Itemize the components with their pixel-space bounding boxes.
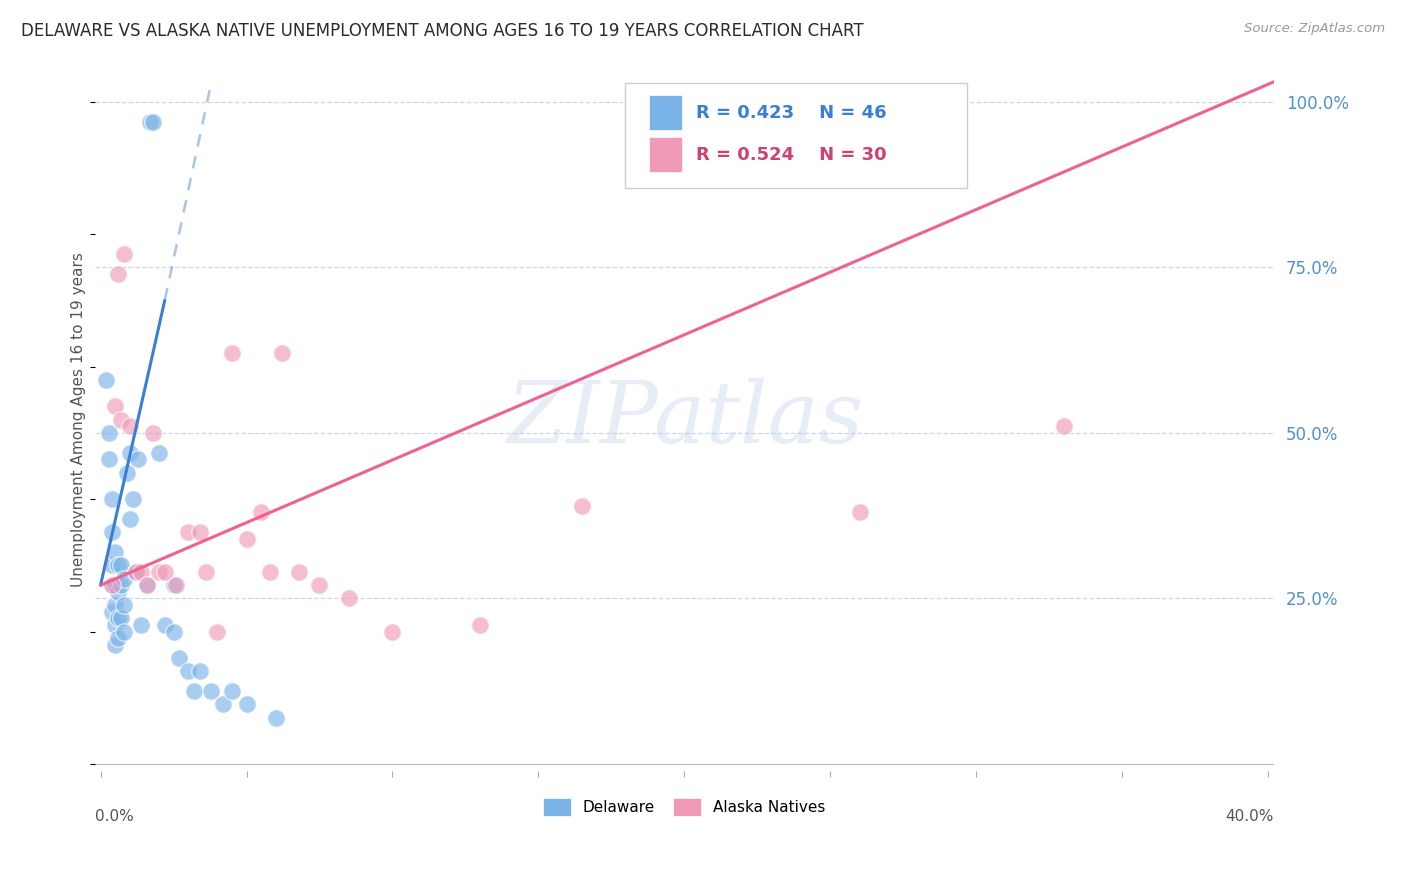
Point [101,492,124,507]
Text: ZIPatlas: ZIPatlas [506,378,863,461]
Point [270,346,292,360]
Point [110,412,132,426]
Point [848,505,870,519]
Y-axis label: Unemployment Among Ages 16 to 19 years: Unemployment Among Ages 16 to 19 years [72,252,86,587]
Point [1053,419,1076,434]
Point [101,605,124,619]
Point [153,618,176,632]
Point [165,578,187,592]
Point [169,651,191,665]
Point [118,419,141,434]
Point [177,525,200,540]
Point [121,492,143,507]
Point [288,565,311,579]
Point [212,698,235,712]
Point [128,452,150,467]
Point [112,598,135,612]
Point [98,425,121,440]
Point [250,505,273,519]
Point [235,698,257,712]
Point [107,585,129,599]
Text: 0.0%: 0.0% [94,809,134,824]
Point [221,346,243,360]
Point [188,525,211,540]
Point [148,446,170,460]
Point [337,591,360,606]
Point [101,525,124,540]
Point [107,558,129,573]
Point [142,425,165,440]
Point [183,684,205,698]
Text: Source: ZipAtlas.com: Source: ZipAtlas.com [1244,22,1385,36]
Point [112,247,135,261]
Point [308,578,330,592]
Text: R = 0.423    N = 46: R = 0.423 N = 46 [696,103,887,121]
Point [101,578,124,592]
Point [118,446,141,460]
Text: 40.0%: 40.0% [1226,809,1274,824]
Text: R = 0.524    N = 30: R = 0.524 N = 30 [696,146,887,164]
Point [110,558,132,573]
Point [142,114,165,128]
Legend: Delaware, Alaska Natives: Delaware, Alaska Natives [543,798,825,815]
Point [235,532,257,546]
Point [110,578,132,592]
FancyBboxPatch shape [650,137,682,172]
Point [112,624,135,639]
Point [104,618,127,632]
Point [188,665,211,679]
Point [194,565,217,579]
Point [112,572,135,586]
Point [153,565,176,579]
Point [200,684,222,698]
Text: DELAWARE VS ALASKA NATIVE UNEMPLOYMENT AMONG AGES 16 TO 19 YEARS CORRELATION CHA: DELAWARE VS ALASKA NATIVE UNEMPLOYMENT A… [21,22,863,40]
Point [148,565,170,579]
Point [104,545,127,559]
Point [221,684,243,698]
FancyBboxPatch shape [650,95,682,130]
Point [118,512,141,526]
Point [110,611,132,625]
FancyBboxPatch shape [626,83,967,188]
Point [264,711,287,725]
Point [207,624,229,639]
Point [101,578,124,592]
Point [124,565,146,579]
Point [131,565,153,579]
Point [101,558,124,573]
Point [136,578,159,592]
Point [177,665,200,679]
Point [104,638,127,652]
Point [124,565,146,579]
Point [96,373,118,387]
Point [468,618,491,632]
Point [98,452,121,467]
Point [162,624,184,639]
Point [107,631,129,645]
Point [136,578,159,592]
Point [162,578,184,592]
Point [107,611,129,625]
Point [259,565,281,579]
Point [104,598,127,612]
Point [381,624,404,639]
Point [571,499,593,513]
Point [131,618,153,632]
Point [139,114,162,128]
Point [107,267,129,281]
Point [104,400,127,414]
Point [115,466,138,480]
Point [104,578,127,592]
